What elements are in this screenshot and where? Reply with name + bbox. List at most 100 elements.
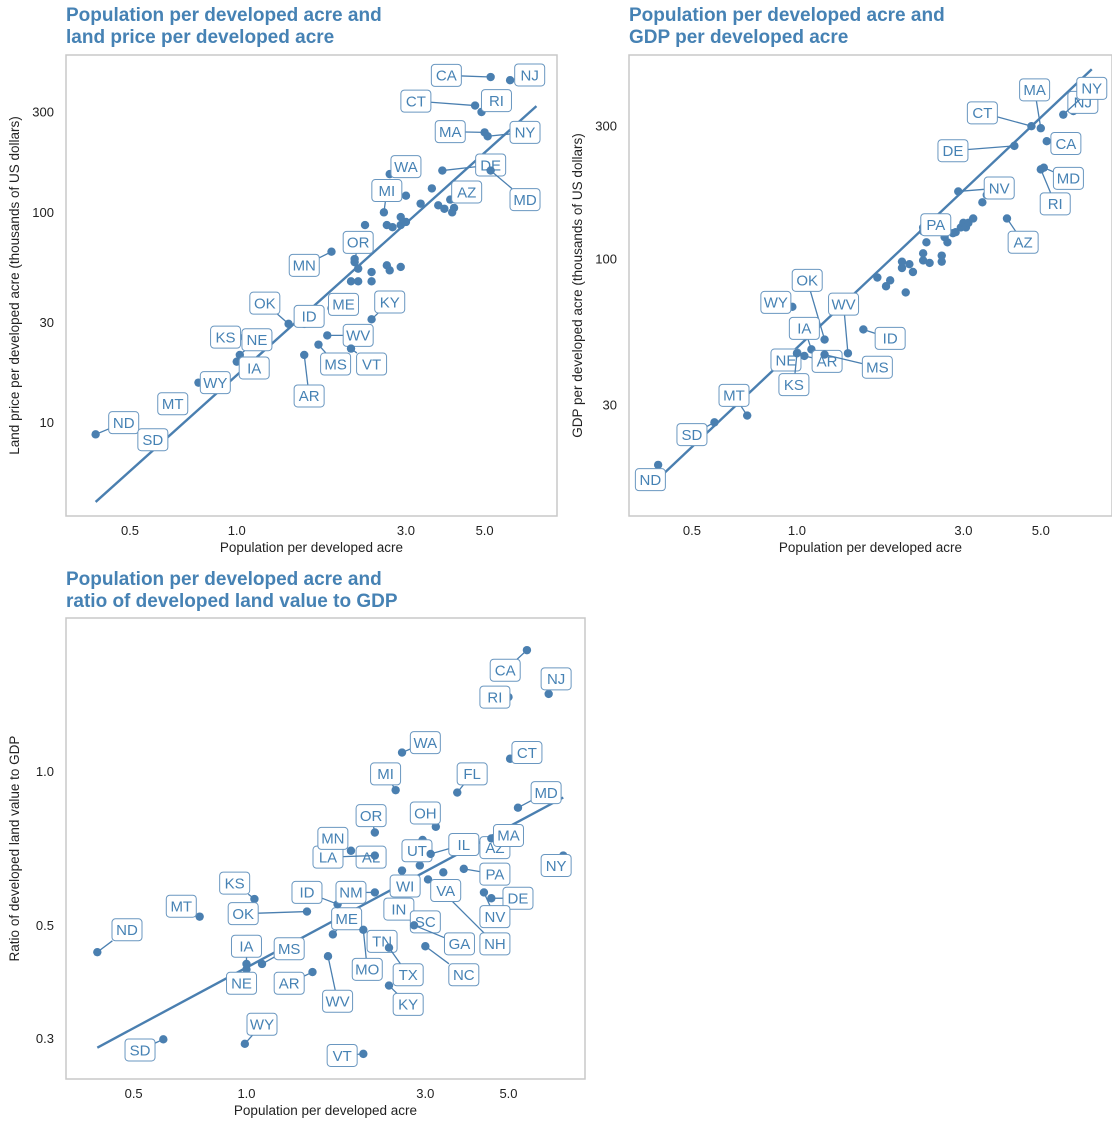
point-label-box <box>273 937 305 961</box>
point-label: CT <box>972 105 992 122</box>
plot-frame <box>628 54 1112 517</box>
chart-title: Population per developed acre and land p… <box>66 5 382 49</box>
point-label-box <box>409 801 441 825</box>
point-label-box <box>331 907 363 931</box>
point-label-box <box>811 349 843 373</box>
data-point <box>396 262 405 272</box>
leader-line <box>967 145 1015 151</box>
point-label: NJ <box>547 671 565 688</box>
data-point <box>440 204 449 213</box>
point-label: CA <box>436 68 457 85</box>
point-label: WI <box>396 878 414 895</box>
point-label-box <box>370 762 402 786</box>
data-point <box>397 748 407 757</box>
point-label-box <box>327 292 359 316</box>
point-label-box <box>791 268 823 292</box>
point-label-box <box>400 89 432 113</box>
data-point <box>346 344 356 353</box>
point-label-box <box>288 253 320 277</box>
point-label-box <box>489 658 521 682</box>
point-label-box <box>392 992 424 1016</box>
point-label: MN <box>321 831 344 848</box>
data-point <box>302 907 312 916</box>
point-label: OK <box>796 273 818 290</box>
point-label-box <box>241 328 273 352</box>
x-tick-label: 5.0 <box>1032 523 1050 538</box>
point-label: SD <box>130 1042 151 1059</box>
point-label-box <box>511 741 543 765</box>
point-label-box <box>448 963 480 987</box>
title-line: Population per developed acre and ratio … <box>66 569 398 612</box>
data-point <box>449 203 459 213</box>
point-label-box <box>966 101 998 125</box>
data-point <box>1059 110 1068 119</box>
point-label-box <box>828 292 860 316</box>
point-label-box <box>351 957 383 981</box>
point-label-box <box>451 180 483 204</box>
point-label-box <box>342 323 374 347</box>
point-label: VA <box>436 883 455 900</box>
point-label: NH <box>484 936 506 953</box>
x-tick-label: 5.0 <box>476 523 494 538</box>
data-point <box>323 331 332 340</box>
plot-frame <box>65 54 558 517</box>
point-label: MA <box>1023 82 1046 99</box>
point-label: MT <box>723 388 745 405</box>
point-label: OH <box>414 805 437 822</box>
point-label: SD <box>682 427 703 444</box>
data-point <box>1010 141 1019 151</box>
leader-line <box>809 291 826 340</box>
point-label-box <box>514 63 546 87</box>
data-point <box>409 921 419 930</box>
data-point <box>1002 214 1012 223</box>
point-label-box <box>374 290 406 314</box>
point-label: MI <box>377 766 394 783</box>
point-label-box <box>540 853 572 877</box>
y-tick-label: 0.3 <box>36 1031 54 1046</box>
data-point <box>396 212 405 222</box>
leader-line <box>413 924 445 939</box>
point-label: OK <box>232 906 254 923</box>
point-label-box <box>356 352 388 376</box>
point-label: MN <box>293 258 316 275</box>
data-point <box>434 201 443 210</box>
point-label-box <box>320 352 352 376</box>
data-point <box>384 943 394 952</box>
point-label: MS <box>866 360 889 377</box>
point-label-box <box>937 139 969 163</box>
data-point <box>370 888 380 897</box>
point-label: AR <box>299 388 320 405</box>
x-axis-label: Population per developed acre <box>234 1103 417 1118</box>
point-label-box <box>326 1043 358 1067</box>
data-point <box>1039 163 1048 172</box>
data-point <box>159 1035 168 1044</box>
data-point <box>367 277 376 286</box>
point-label-box <box>920 213 952 237</box>
point-label: MS <box>278 941 301 958</box>
data-point <box>943 238 952 247</box>
point-label: LA <box>319 849 337 866</box>
point-label-box <box>475 153 507 177</box>
point-label: FL <box>463 766 481 783</box>
data-point <box>397 866 407 875</box>
point-label: OK <box>254 295 276 312</box>
point-label: ID <box>299 885 314 902</box>
point-label: ND <box>113 415 135 432</box>
point-label: CT <box>406 93 426 110</box>
data-point <box>1027 121 1036 131</box>
data-point <box>918 249 928 258</box>
data-point <box>370 828 380 837</box>
point-label-box <box>390 155 422 179</box>
point-label: VT <box>333 1048 352 1065</box>
point-label-box <box>137 428 169 452</box>
y-tick-label: 100 <box>595 252 617 267</box>
x-tick-label: 3.0 <box>397 523 415 538</box>
point-label-box <box>480 89 512 113</box>
point-label-box <box>718 383 750 407</box>
data-point <box>897 263 907 273</box>
point-label: MD <box>1057 171 1080 188</box>
data-point <box>439 868 448 877</box>
point-label-box <box>492 823 524 847</box>
data-point <box>384 981 394 990</box>
point-label-box <box>383 897 415 921</box>
